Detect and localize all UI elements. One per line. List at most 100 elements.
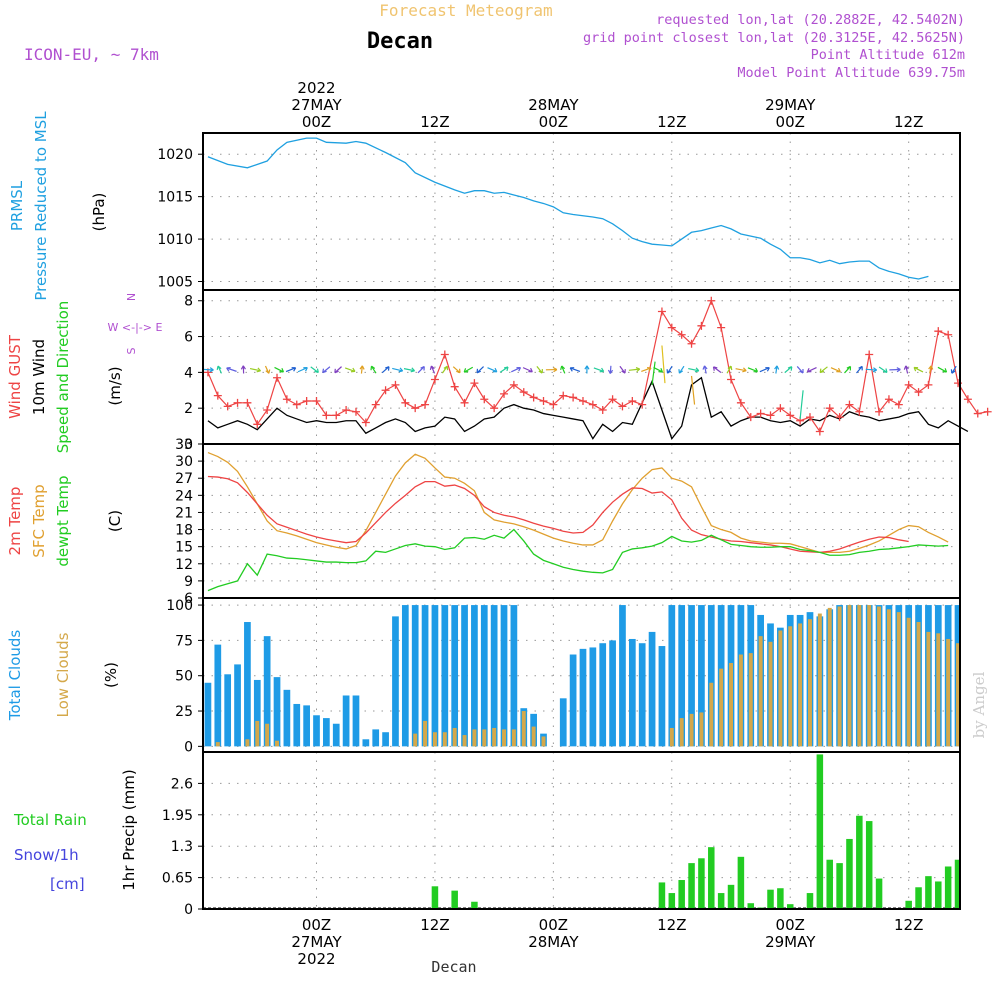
gust-marker <box>973 409 982 418</box>
gust-marker <box>233 398 242 407</box>
wind-direction-arrow <box>403 367 416 373</box>
ytick-label: 6 <box>184 330 193 346</box>
top-time-label: 12Z <box>894 113 923 131</box>
rain-bar <box>698 858 705 909</box>
gust-marker <box>667 323 676 332</box>
series-label: Total Rain <box>13 811 87 829</box>
total-clouds-bar <box>648 631 656 747</box>
rain-bar <box>727 884 735 909</box>
wind-direction-arrow <box>584 365 590 374</box>
gust-marker <box>401 398 410 407</box>
rain-bar <box>806 893 814 909</box>
series-label: Wind GUST <box>6 334 24 419</box>
gust-marker <box>608 395 617 404</box>
low-clouds-bar <box>946 638 951 747</box>
series-label: [cm] <box>50 875 85 893</box>
gust-marker <box>450 382 459 391</box>
wind-direction-arrow <box>819 366 828 374</box>
ytick-label: 1010 <box>157 232 193 248</box>
low-clouds-bar <box>817 613 822 747</box>
gust-marker <box>480 395 489 404</box>
total-clouds-bar <box>253 679 261 747</box>
total-clouds-bar <box>480 605 488 747</box>
wind-direction-arrow <box>226 367 237 372</box>
gust-marker <box>855 407 864 416</box>
ytick-label: 75 <box>175 633 193 649</box>
gust-marker <box>766 411 775 420</box>
panel-precip: 0 0.65 1.3 1.95 2.6 Total Rain Snow/1h [cm] 1hr … <box>13 751 961 918</box>
gust-marker <box>884 395 893 404</box>
rain-bar <box>875 878 883 909</box>
ytick-label: 1.95 <box>162 808 193 824</box>
total-clouds-bar <box>599 643 607 747</box>
panel-clouds: 0 25 50 75 100 Total Clouds Low Clouds (%) <box>6 597 961 755</box>
ytick-label: 1015 <box>157 190 193 206</box>
ytick-label: 8 <box>184 294 193 310</box>
low-clouds-bar <box>798 623 803 747</box>
gust-marker <box>430 375 439 384</box>
rain-bar <box>777 888 784 909</box>
total-clouds-bar <box>628 638 636 747</box>
panels: 1005 1010 1015 1020 PRMSL Pressure Reduced to… <box>6 111 992 918</box>
ytick-label: 9 <box>184 574 193 590</box>
ytick-label: 0 <box>184 739 193 755</box>
gust-marker <box>460 398 469 407</box>
rain-bar <box>925 876 932 909</box>
gust-marker <box>381 386 390 395</box>
wind-direction-arrow <box>928 365 934 374</box>
bottom-time-label: 2022 <box>297 950 335 968</box>
panel-frame <box>202 132 961 291</box>
low-clouds-bar <box>423 720 428 747</box>
gust-marker <box>707 296 716 305</box>
low-clouds-bar <box>462 735 467 747</box>
gust-marker <box>253 420 262 429</box>
total-clouds-bar <box>401 605 409 747</box>
total-clouds-bar <box>283 689 291 747</box>
gust-marker <box>361 418 370 427</box>
low-clouds-bar <box>669 727 674 747</box>
low-clouds-bar <box>748 653 753 747</box>
top-time-label: 12Z <box>657 113 686 131</box>
low-clouds-bar <box>699 712 704 747</box>
series-label: Pressure Reduced to MSL <box>32 111 50 301</box>
total-clouds-bar <box>451 605 459 747</box>
low-clouds-bar <box>265 723 270 747</box>
wind-direction-arrow <box>641 367 652 373</box>
wind-direction-arrow <box>759 367 770 373</box>
low-clouds-bar <box>442 732 447 747</box>
wind-direction-arrow <box>463 366 474 373</box>
gust-marker <box>578 397 587 406</box>
gust-marker <box>914 388 923 397</box>
gust-marker <box>470 379 479 388</box>
gust-marker <box>322 411 331 420</box>
total-clouds-bar <box>510 605 518 747</box>
wind-direction-arrow <box>545 367 558 373</box>
wind-direction-arrow <box>607 365 614 374</box>
point-altitude: Point Altitude 612m <box>811 47 965 63</box>
bottom-time-label: 00Z <box>776 916 805 934</box>
low-clouds-bar <box>215 742 220 747</box>
rain-bar <box>767 889 774 909</box>
wind-direction-arrow <box>216 365 223 374</box>
wind-direction-arrow <box>726 365 733 374</box>
total-clouds-bar <box>559 698 567 747</box>
gust-marker <box>411 404 420 413</box>
low-clouds-bar <box>857 605 862 747</box>
gust-marker <box>213 391 222 400</box>
total-clouds-bar <box>244 622 251 747</box>
ytick-label: 33 <box>175 437 193 453</box>
gust-marker <box>845 400 854 409</box>
wind-direction-arrow <box>487 367 498 373</box>
rain-bar <box>747 903 755 909</box>
low-clouds-bar <box>482 729 487 747</box>
wind-direction-arrow <box>796 366 804 374</box>
gust-marker <box>559 391 568 400</box>
wind-direction-arrow <box>937 366 948 373</box>
ytick-label: 6 <box>184 591 193 607</box>
total-clouds-bar <box>313 715 320 747</box>
wind-gust-line <box>207 299 988 433</box>
gust-marker <box>865 350 874 359</box>
wind-direction-arrow <box>690 375 696 405</box>
low-clouds-bar <box>847 605 852 747</box>
total-clouds-bar <box>638 643 646 747</box>
